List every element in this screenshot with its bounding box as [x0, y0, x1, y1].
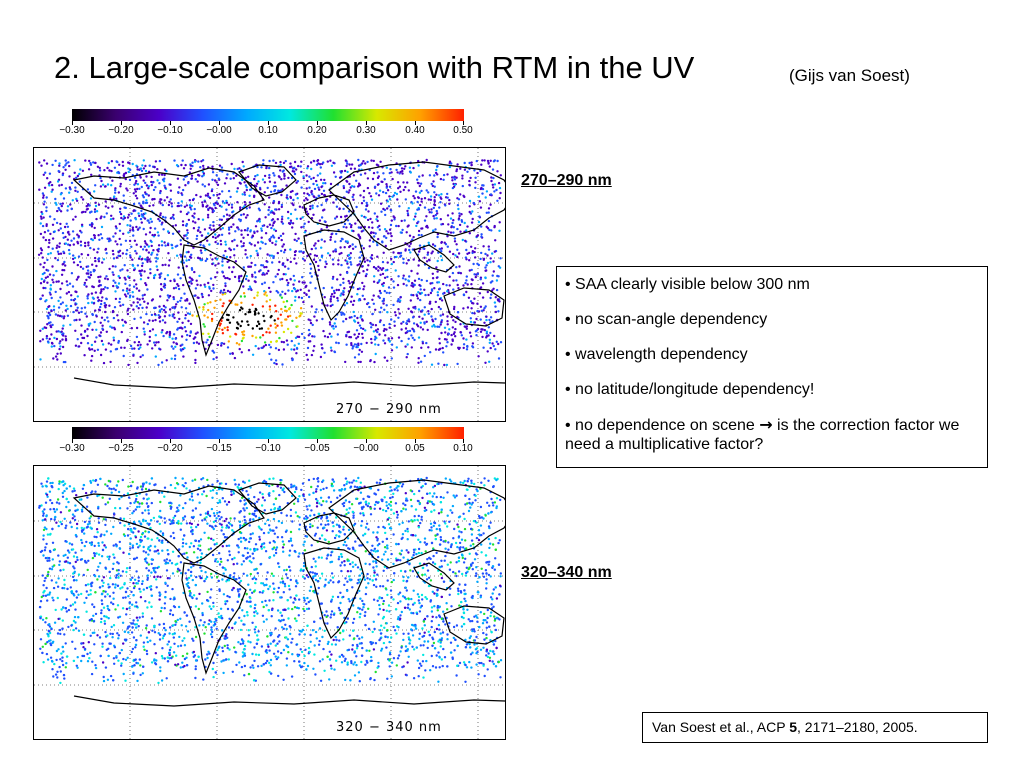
colorbar-bottom-tick-label: −0.25: [108, 443, 134, 454]
colorbar-bottom-tick-label: −0.20: [157, 443, 183, 454]
map-270-290: 270 − 290 nm: [33, 147, 506, 422]
citation-volume: 5: [789, 719, 798, 735]
slide-subtitle: (Gijs van Soest): [789, 66, 910, 85]
colorbar-top: [72, 109, 464, 125]
colorbar-bottom-gradient: [72, 427, 464, 439]
note-item: • no latitude/longitude dependency!: [565, 381, 815, 398]
section-label-320-340: 320–340 nm: [521, 564, 612, 581]
colorbar-top-tick-label: −0.20: [108, 125, 134, 136]
colorbar-bottom-tick-label: −0.15: [206, 443, 232, 454]
notes-box: • SAA clearly visible below 300 nm • no …: [556, 266, 988, 468]
colorbar-top-labels: −0.30 −0.20 −0.10 −0.00 0.10 0.20 0.30 0…: [52, 125, 484, 139]
colorbar-top-tick-label: 0.10: [258, 125, 278, 136]
colorbar-bottom: [72, 427, 464, 443]
colorbar-bottom-tick-label: 0.05: [405, 443, 425, 454]
map-320-340: 320 − 340 nm: [33, 465, 506, 740]
colorbar-bottom-tick-label: −0.30: [59, 443, 85, 454]
note-text: • no dependence on scene: [565, 417, 760, 434]
colorbar-top-gradient: [72, 109, 464, 121]
colorbar-bottom-tick-label: −0.05: [304, 443, 330, 454]
section-label-270-290: 270–290 nm: [521, 172, 612, 189]
note-text: is the correction factor we need a multi…: [565, 417, 960, 453]
colorbar-bottom-tick-label: 0.10: [453, 443, 473, 454]
colorbar-top-tick-label: −0.10: [157, 125, 183, 136]
note-item: • no scan-angle dependency: [565, 311, 768, 328]
colorbar-top-tick-label: 0.40: [405, 125, 425, 136]
colorbar-bottom-tick-label: −0.10: [255, 443, 281, 454]
colorbar-top-tick-label: 0.30: [356, 125, 376, 136]
map-320-340-plot: [34, 466, 505, 739]
colorbar-bottom-labels: −0.30 −0.25 −0.20 −0.15 −0.10 −0.05 −0.0…: [52, 443, 484, 457]
arrow-right-icon: →: [759, 415, 773, 434]
note-item: • SAA clearly visible below 300 nm: [565, 276, 810, 293]
note-item: • wavelength dependency: [565, 346, 748, 363]
colorbar-top-tick-label: 0.20: [307, 125, 327, 136]
colorbar-top-tick-label: 0.50: [453, 125, 473, 136]
map-320-340-label: 320 − 340 nm: [336, 720, 442, 735]
colorbar-bottom-tick-label: −0.00: [353, 443, 379, 454]
colorbar-top-tick-label: −0.30: [59, 125, 85, 136]
note-item-last: • no dependence on scene → is the correc…: [565, 415, 979, 454]
map-270-290-plot: [34, 148, 505, 421]
citation-text: , 2171–2180, 2005.: [797, 719, 918, 735]
colorbar-top-tick-label: −0.00: [206, 125, 232, 136]
citation-text: Van Soest et al., ACP: [652, 719, 790, 735]
map-270-290-label: 270 − 290 nm: [336, 402, 442, 417]
citation-box: Van Soest et al., ACP 5, 2171–2180, 2005…: [642, 712, 988, 743]
slide-title: 2. Large-scale comparison with RTM in th…: [54, 50, 695, 85]
